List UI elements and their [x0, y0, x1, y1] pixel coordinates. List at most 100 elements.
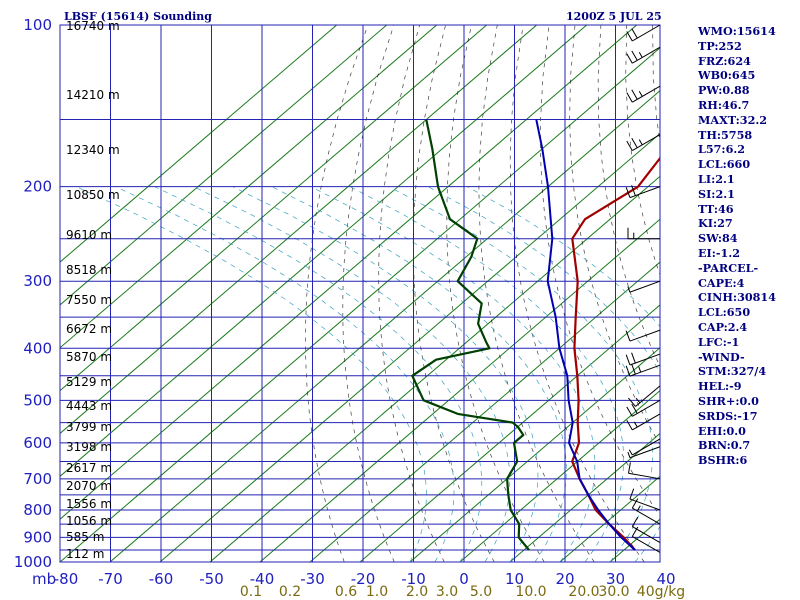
index-item: WMO:15614	[698, 24, 776, 38]
wind-barb-flag	[631, 516, 639, 527]
wind-barb-flag	[631, 403, 638, 414]
temperature-label: 20	[555, 570, 574, 588]
height-label: 2070 m	[66, 479, 112, 493]
index-item: SI:2.1	[698, 186, 735, 201]
index-item: RH:46.7	[698, 97, 750, 112]
height-label: 4443 m	[66, 399, 112, 413]
pressure-label: 900	[23, 528, 52, 546]
index-item: -PARCEL-	[698, 260, 759, 275]
wind-barb-flag	[626, 53, 633, 64]
wind-barb-flag	[631, 498, 639, 509]
mixing-ratio-label: 3.0	[436, 584, 458, 600]
wind-barb-staff	[629, 498, 661, 511]
pressure-label: 400	[23, 339, 52, 357]
wind-barb-staff	[632, 526, 661, 543]
wind-barb-flag	[626, 140, 633, 151]
dry-adiabat	[540, 25, 660, 517]
sounding-profiles	[411, 119, 660, 551]
dry-adiabat	[446, 25, 545, 562]
isotherm-line	[60, 25, 338, 263]
wind-barb-flag	[635, 397, 641, 404]
temperature-label: -80	[54, 570, 79, 588]
wind-barb-flag	[638, 366, 642, 373]
wind-barb-staff	[629, 446, 661, 459]
index-item: MAXT:32.2	[698, 112, 768, 127]
wind-barb-flag	[638, 139, 643, 146]
wind-barbs	[625, 24, 661, 553]
pressure-label: 800	[23, 501, 52, 519]
temperature-label: -20	[351, 570, 376, 588]
temperature-label: -30	[300, 570, 325, 588]
moist-adiabat	[193, 186, 511, 562]
index-item: CAPE:4	[698, 275, 745, 290]
wind-barb-flag	[638, 52, 643, 58]
isotherm-line	[60, 25, 388, 306]
height-label: 14210 m	[66, 88, 120, 102]
height-label: 5129 m	[66, 375, 112, 389]
wind-barb-staff	[632, 134, 661, 152]
temperature-label: -10	[401, 570, 426, 588]
pressure-label: 600	[23, 434, 52, 452]
wind-barb-flag	[631, 89, 638, 100]
wind-barb-staff	[632, 536, 661, 553]
wind-barb-staff	[632, 438, 661, 456]
mixing-ratio-label: 30.0	[598, 584, 629, 600]
mixing-ratio-label: 40g/kg	[637, 584, 685, 600]
wind-barb-staff	[629, 329, 661, 342]
isotherm-line	[60, 25, 488, 392]
index-item: LCL:660	[698, 157, 751, 172]
parcel-line	[535, 119, 636, 551]
pressure-unit-label: mb	[32, 570, 56, 588]
wind-barb-flag	[625, 330, 631, 342]
index-item: SHR+:0.0	[698, 393, 759, 408]
stability-indices-panel: WMO:15614 TP:252 FRZ:624 WB0:645 PW:0.88 RH:4…	[698, 24, 776, 468]
height-label: 1556 m	[66, 497, 112, 511]
isotherm-line	[60, 25, 438, 349]
wind-barb-flag	[625, 187, 631, 198]
wind-barb-flag	[631, 363, 636, 375]
temperature-label: -50	[199, 570, 224, 588]
dewpoint-line	[411, 119, 530, 551]
index-item: SRDS:-17	[698, 408, 758, 423]
dry-adiabat	[782, 25, 800, 562]
mixing-ratio-label: 0.1	[240, 584, 262, 600]
temperature-label: -70	[98, 570, 123, 588]
index-item: -WIND-	[698, 349, 745, 364]
pressure-label: 700	[23, 470, 52, 488]
temperature-label: 40	[656, 570, 675, 588]
moist-adiabat	[115, 186, 455, 562]
wind-barb-flag	[629, 488, 635, 500]
index-item: BSHR:6	[698, 453, 748, 468]
wind-barb-staff	[632, 46, 661, 64]
wind-barb-flag	[628, 397, 636, 407]
temperature-label: 0	[459, 570, 469, 588]
isotherm-line	[159, 132, 660, 562]
pressure-label: 100	[23, 16, 52, 34]
isotherm-line	[60, 25, 538, 435]
isotherm-line	[209, 175, 660, 562]
index-item: TH:5758	[698, 127, 753, 142]
moist-adiabat	[467, 186, 660, 562]
index-item: PW:0.88	[698, 83, 750, 98]
isotherm-line	[309, 261, 660, 562]
mixing-ratio-label: 5.0	[470, 584, 492, 600]
isotherm-line	[259, 218, 660, 562]
height-label: 3198 m	[66, 440, 112, 454]
wind-barb-flag	[631, 137, 638, 148]
wind-barb-flag	[626, 420, 633, 431]
height-label: 5870 m	[66, 350, 112, 364]
index-item: KI:27	[698, 216, 733, 231]
index-item: STM:327/4	[698, 364, 767, 379]
wind-barb-staff	[635, 385, 661, 407]
height-label: 12340 m	[66, 143, 120, 157]
mixing-ratio-label: 1.0	[366, 584, 388, 600]
background-lines	[60, 25, 800, 562]
wind-barb-flag	[625, 365, 631, 377]
moist-adiabat	[271, 186, 567, 562]
pressure-label: 300	[23, 272, 52, 290]
wind-barb-flag	[628, 449, 633, 456]
temperature-label: 10	[505, 570, 524, 588]
index-item: BRN:0.7	[698, 438, 751, 453]
height-label: 16740 m	[66, 19, 120, 33]
